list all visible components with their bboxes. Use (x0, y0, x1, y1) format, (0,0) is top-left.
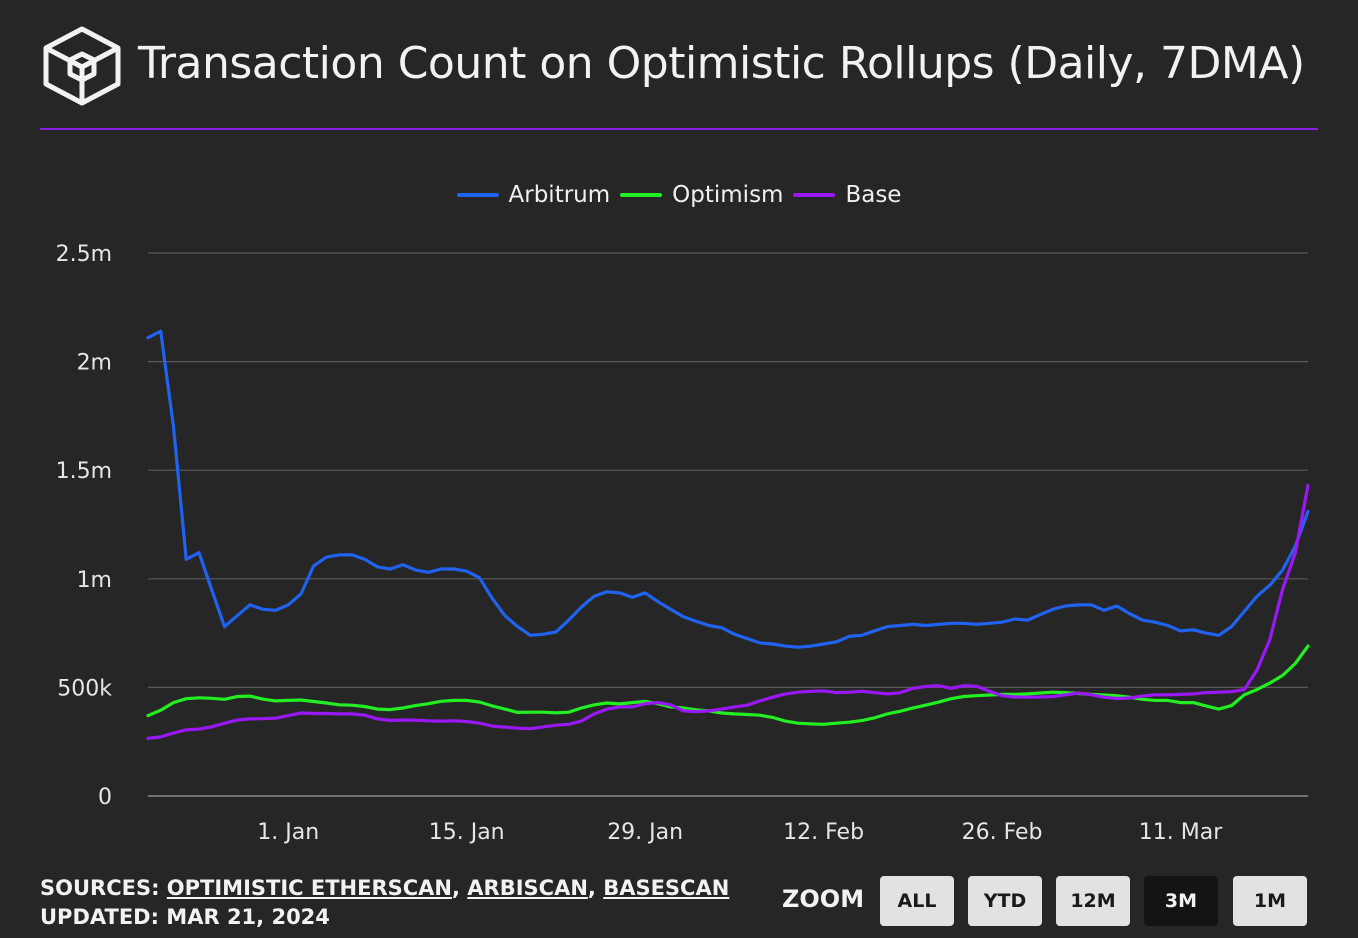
source-link-arbiscan[interactable]: ARBISCAN (467, 876, 588, 900)
line-chart: 0 500k 1m 1.5m 2m 2.5m 1. Jan 15. Jan 29. Jan 12.… (56, 242, 1310, 845)
y-tick-label: 2.5m (56, 242, 112, 267)
legend-label-base: Base (845, 182, 902, 208)
zoom-all-button[interactable]: ALL (880, 876, 954, 926)
chart-legend: Arbitrum Optimism Base (0, 182, 1358, 208)
legend-item-base[interactable]: Base (793, 182, 901, 208)
legend-item-arbitrum[interactable]: Arbitrum (456, 182, 611, 208)
y-tick-label: 1m (77, 568, 112, 593)
source-separator: , (452, 876, 460, 900)
zoom-label: ZOOM (782, 885, 865, 913)
series-line-optimism (146, 644, 1310, 726)
x-tick-label: 29. Jan (607, 820, 683, 845)
zoom-ytd-button[interactable]: YTD (968, 876, 1042, 926)
series-line-arbitrum (146, 329, 1310, 649)
legend-item-optimism[interactable]: Optimism (620, 182, 783, 208)
x-tick-label: 26. Feb (962, 820, 1043, 845)
logo-icon (43, 26, 121, 106)
x-tick-label: 12. Feb (783, 820, 864, 845)
x-tick-label: 1. Jan (257, 820, 319, 845)
legend-swatch-optimism (620, 193, 663, 197)
x-tick-label: 11. Mar (1139, 820, 1223, 845)
page-title: Transaction Count on Optimistic Rollups … (138, 38, 1305, 89)
series-line-base (146, 483, 1310, 740)
zoom-3m-button[interactable]: 3M (1144, 876, 1218, 926)
legend-label-arbitrum: Arbitrum (508, 182, 611, 208)
legend-swatch-arbitrum (456, 193, 499, 197)
updated-date: UPDATED: MAR 21, 2024 (40, 905, 330, 929)
y-tick-label: 0 (98, 785, 112, 810)
zoom-12m-button[interactable]: 12M (1056, 876, 1130, 926)
source-link-optimistic-etherscan[interactable]: OPTIMISTIC ETHERSCAN (166, 876, 452, 900)
zoom-1m-button[interactable]: 1M (1233, 876, 1307, 926)
y-tick-label: 1.5m (56, 459, 112, 484)
legend-swatch-base (793, 193, 836, 197)
source-separator: , (587, 876, 596, 900)
sources-prefix: SOURCES: (40, 876, 160, 900)
sources-line: SOURCES: OPTIMISTIC ETHERSCAN, ARBISCAN,… (40, 874, 729, 903)
y-tick-label: 500k (57, 676, 112, 701)
footer-sources: SOURCES: OPTIMISTIC ETHERSCAN, ARBISCAN,… (40, 874, 729, 932)
source-link-basescan[interactable]: BASESCAN (603, 876, 730, 900)
y-tick-label: 2m (77, 351, 112, 376)
x-tick-label: 15. Jan (429, 820, 505, 845)
legend-label-optimism: Optimism (672, 182, 784, 208)
title-divider (40, 128, 1318, 130)
